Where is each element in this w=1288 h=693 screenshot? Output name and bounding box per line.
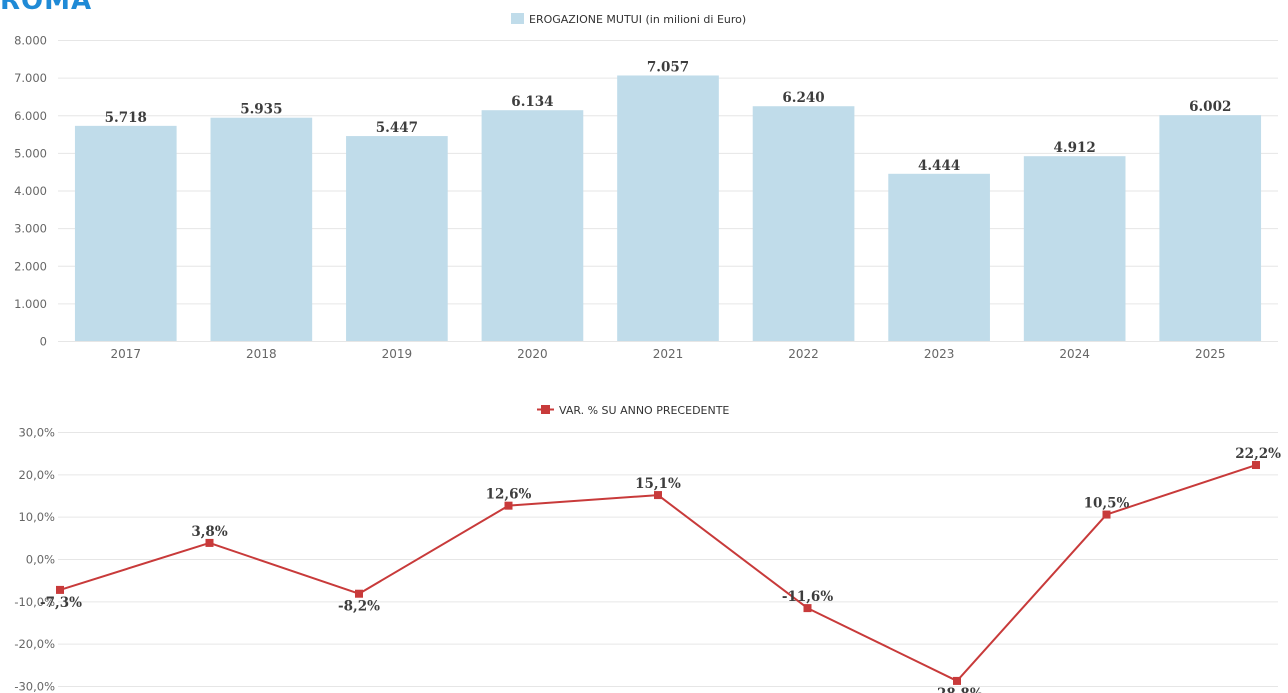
bar-x-tick-label: 2018 xyxy=(246,347,277,361)
bar-y-tick-label: 2.000 xyxy=(14,259,47,273)
line-point xyxy=(953,676,961,685)
bar xyxy=(346,136,448,341)
bar-data-label: 4.444 xyxy=(918,158,960,174)
line-data-label: -7,3% xyxy=(40,595,82,611)
bar-x-tick-label: 2025 xyxy=(1195,347,1226,361)
bar xyxy=(481,110,584,341)
line-data-label: 22,2% xyxy=(1235,446,1281,462)
line-point xyxy=(504,501,513,510)
line-y-tick-label: -10,0% xyxy=(14,595,55,609)
line-y-tick-label: -20,0% xyxy=(14,637,55,651)
bar xyxy=(210,117,313,342)
bar-y-tick-label: 3.000 xyxy=(14,222,47,236)
bar-y-tick-label: 1.000 xyxy=(14,297,47,311)
line-gridlines xyxy=(58,432,1278,687)
bar xyxy=(888,173,990,341)
bar-x-tick-label: 2017 xyxy=(111,347,142,361)
bar-data-label: 5.447 xyxy=(376,120,418,136)
bar-x-axis: 2017 2018 2019 2020 2021 2022 2023 2024 2025 xyxy=(111,347,1226,361)
line-legend[interactable]: VAR. % SU ANNO PRECEDENTE xyxy=(537,404,729,417)
line-point xyxy=(355,589,363,598)
bar xyxy=(752,106,855,341)
bar xyxy=(1023,156,1126,341)
line-data-label: -28,8% xyxy=(931,686,982,693)
bar-data-label: 4.912 xyxy=(1054,140,1096,156)
line-data-label: -8,2% xyxy=(338,599,380,615)
bar-x-tick-label: 2024 xyxy=(1059,347,1090,361)
bar-y-tick-label: 5.000 xyxy=(14,146,47,160)
line-legend-label: VAR. % SU ANNO PRECEDENTE xyxy=(559,404,729,417)
bar-x-tick-label: 2019 xyxy=(382,347,413,361)
bar xyxy=(617,75,719,341)
line-point xyxy=(803,604,812,613)
line-y-tick-label: -30,0% xyxy=(14,680,55,693)
bar-x-tick-label: 2023 xyxy=(924,347,955,361)
bar-data-labels: 5.718 5.935 5.447 6.134 7.057 6.240 4.444 4.912… xyxy=(105,59,1232,173)
line-y-tick-label: 10,0% xyxy=(18,510,55,524)
line-series xyxy=(56,461,1260,685)
bar-y-tick-label: 7.000 xyxy=(14,71,47,85)
line-point xyxy=(654,491,662,500)
line-y-tick-label: 20,0% xyxy=(18,468,55,482)
bar-data-label: 6.002 xyxy=(1189,99,1231,115)
bar-data-label: 6.240 xyxy=(782,90,824,106)
bar-y-tick-label: 0 xyxy=(40,335,47,349)
bar-x-tick-label: 2021 xyxy=(653,347,684,361)
page-title: ROMA xyxy=(0,0,93,16)
bar-data-label: 6.134 xyxy=(511,94,553,110)
bar-legend-label: EROGAZIONE MUTUI (in milioni di Euro) xyxy=(529,13,746,26)
bar-y-tick-label: 6.000 xyxy=(14,109,47,123)
line-point xyxy=(1252,461,1260,470)
line-data-label: -11,6% xyxy=(782,589,833,605)
line-point xyxy=(1102,510,1111,519)
bar-legend[interactable]: EROGAZIONE MUTUI (in milioni di Euro) xyxy=(511,13,746,26)
bar-legend-swatch xyxy=(511,13,524,24)
line-y-tick-label: 0,0% xyxy=(26,553,55,567)
bar-data-label: 5.935 xyxy=(240,102,282,118)
line-y-tick-label: 30,0% xyxy=(18,426,55,440)
line-chart: VAR. % SU ANNO PRECEDENTE -30,0% -20,0% -1… xyxy=(14,404,1281,693)
bar-chart: EROGAZIONE MUTUI (in milioni di Euro) 0 1… xyxy=(14,13,1278,361)
bar-x-tick-label: 2020 xyxy=(517,347,548,361)
bar-data-label: 7.057 xyxy=(647,59,689,75)
line-data-label: 12,6% xyxy=(486,487,532,503)
line-data-label: 3,8% xyxy=(191,524,227,540)
line-data-labels: -7,3% 3,8% -8,2% 12,6% 15,1% -11,6% -28,8% 10,5… xyxy=(40,446,1281,693)
bar-y-axis: 0 1.000 2.000 3.000 4.000 5.000 6.000 7.000 8.00… xyxy=(14,34,47,349)
line-point xyxy=(205,538,214,547)
bar xyxy=(1159,115,1262,342)
bar-x-tick-label: 2022 xyxy=(788,347,819,361)
bar-data-label: 5.718 xyxy=(105,110,147,126)
bar-series xyxy=(74,75,1262,342)
line-data-label: 10,5% xyxy=(1084,496,1130,512)
bar xyxy=(74,125,177,341)
line-point xyxy=(56,585,64,594)
bar-y-tick-label: 4.000 xyxy=(14,184,47,198)
bar-y-tick-label: 8.000 xyxy=(14,34,47,48)
line-data-label: 15,1% xyxy=(635,476,681,492)
line-y-axis: -30,0% -20,0% -10,0% 0,0% 10,0% 20,0% 30,0% xyxy=(14,426,55,693)
